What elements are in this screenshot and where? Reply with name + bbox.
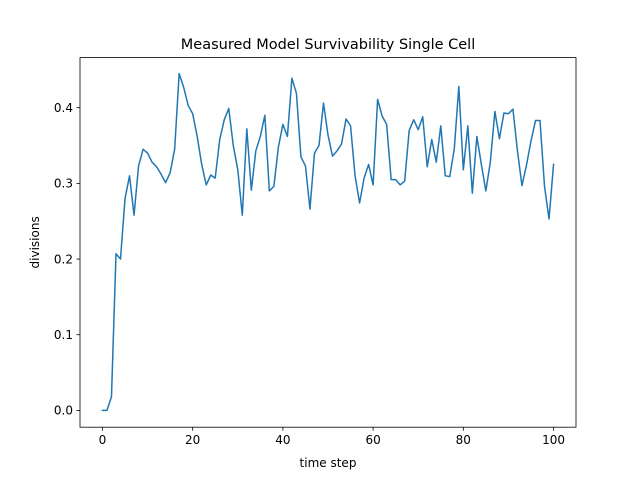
x-tick-label: 0 <box>99 433 107 447</box>
x-tick-label: 60 <box>365 433 380 447</box>
chart-title: Measured Model Survivability Single Cell <box>181 37 475 53</box>
x-tick-label: 100 <box>542 433 565 447</box>
x-axis-ticks: 0 20 40 60 80 100 <box>99 427 565 447</box>
x-axis-label: time step <box>300 456 357 470</box>
y-axis-label: divisions <box>28 216 42 268</box>
y-tick-label: 0.1 <box>54 328 73 342</box>
y-tick-label: 0.0 <box>54 404 73 418</box>
y-tick-label: 0.2 <box>54 252 73 266</box>
y-tick-label: 0.3 <box>54 177 73 191</box>
x-tick-label: 80 <box>456 433 471 447</box>
plot-area <box>80 57 576 428</box>
plot-frame <box>79 57 577 428</box>
x-tick-label: 20 <box>185 433 200 447</box>
series-layer <box>101 72 555 412</box>
x-tick-label: 40 <box>275 433 290 447</box>
y-axis-ticks: 0.0 0.1 0.2 0.3 0.4 <box>54 101 80 418</box>
y-tick-label: 0.4 <box>54 101 73 115</box>
series-line <box>101 72 555 412</box>
